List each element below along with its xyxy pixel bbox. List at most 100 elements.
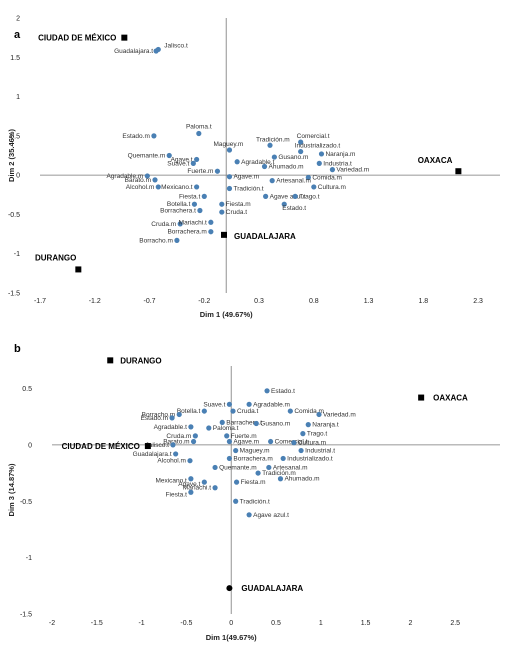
city-marker bbox=[221, 231, 227, 238]
panel-letter: a bbox=[14, 29, 21, 41]
y-tick-label: 2 bbox=[16, 16, 20, 23]
data-point-label: Comercial.t bbox=[297, 133, 330, 140]
data-point bbox=[298, 148, 304, 155]
data-point bbox=[287, 408, 293, 414]
x-tick-label: -1.7 bbox=[34, 298, 46, 305]
data-point-label: Comida.m bbox=[312, 175, 342, 182]
data-point-label: Suave.t bbox=[167, 160, 189, 167]
data-point-label: Cultura.m bbox=[318, 184, 346, 191]
data-point bbox=[226, 147, 233, 153]
data-point-label: Agave azul.t bbox=[270, 193, 306, 200]
data-point-label: Agave.m bbox=[233, 439, 259, 446]
data-point bbox=[253, 420, 259, 427]
city-marker bbox=[144, 443, 151, 450]
data-point bbox=[305, 422, 311, 428]
data-point-label: Borrachera.t bbox=[160, 208, 196, 215]
data-point bbox=[234, 159, 240, 165]
city-label: GUADALAJARA bbox=[234, 232, 296, 241]
data-point bbox=[226, 174, 233, 180]
data-point-label: Maguey.m bbox=[213, 141, 243, 148]
data-point bbox=[174, 237, 180, 243]
y-tick-label: -0.5 bbox=[8, 212, 20, 219]
city-marker bbox=[107, 357, 114, 364]
y-tick-label: 0.5 bbox=[22, 386, 32, 393]
data-point bbox=[255, 470, 261, 476]
data-point bbox=[219, 419, 225, 425]
data-point-label: Maguey.m bbox=[240, 448, 270, 455]
city-marker bbox=[226, 585, 233, 592]
data-point-label: Cruda.t bbox=[226, 209, 248, 216]
data-point-label: Agave.m bbox=[233, 174, 259, 181]
x-tick-label: 1.5 bbox=[361, 620, 371, 627]
data-point bbox=[224, 433, 230, 439]
x-axis-title: Dim 1 (49.67%) bbox=[200, 310, 253, 319]
data-point-label: Jalisco.t bbox=[145, 442, 169, 449]
data-point-label: Agradable.m bbox=[106, 173, 143, 180]
y-tick-label: -1 bbox=[14, 251, 20, 258]
data-point bbox=[191, 201, 198, 207]
data-point-label: Fuerte.m bbox=[187, 168, 213, 175]
x-tick-label: 2.5 bbox=[450, 620, 460, 627]
data-point bbox=[311, 184, 317, 190]
data-point bbox=[271, 154, 277, 160]
data-point-label: Quemante.m bbox=[219, 464, 257, 471]
data-point bbox=[196, 130, 202, 137]
panel-b-scatter: b -2 -1.5 -1 -0.5 0 0.5 1 1.5 2 2.5 0.5 0 -0.5 -1 -1.5 D… bbox=[7, 343, 500, 642]
data-point-label: Industria.t bbox=[323, 160, 352, 167]
x-tick-label: 2.3 bbox=[473, 298, 483, 305]
data-point bbox=[173, 451, 179, 457]
data-point bbox=[261, 163, 268, 170]
data-point-label: Estado.m bbox=[141, 415, 168, 422]
x-tick-label: -1 bbox=[138, 620, 144, 627]
x-tick-label: 0.3 bbox=[254, 298, 264, 305]
data-point bbox=[144, 173, 150, 179]
data-point bbox=[152, 177, 158, 183]
data-point-label: Mexicano.t bbox=[161, 184, 193, 191]
y-tick-label: 1.5 bbox=[10, 55, 20, 62]
data-point-label: Trago.t bbox=[307, 431, 328, 438]
data-point bbox=[169, 415, 175, 421]
data-point bbox=[246, 401, 252, 407]
data-point-label: Estado.t bbox=[282, 205, 306, 212]
data-point-label: Alcohol.m bbox=[126, 184, 155, 191]
y-tick-label: 1 bbox=[16, 94, 20, 101]
data-point bbox=[201, 193, 207, 199]
data-point-label: Quemante.m bbox=[128, 153, 166, 160]
data-point-label: Cultura.m bbox=[298, 440, 326, 447]
city-label: DURANGO bbox=[120, 356, 161, 365]
data-point-label: Botella.t bbox=[177, 408, 201, 415]
city-label: GUADALAJARA bbox=[241, 584, 303, 593]
x-tick-label: 0.5 bbox=[271, 620, 281, 627]
data-point bbox=[233, 498, 239, 504]
y-tick-label: 0.5 bbox=[10, 133, 20, 140]
data-point-label: Barato.m bbox=[163, 439, 189, 446]
data-point-label: Fiesta.t bbox=[166, 491, 188, 498]
data-point-label: Tradición.m bbox=[256, 136, 290, 143]
data-point bbox=[176, 411, 182, 418]
y-tick-label: -1 bbox=[26, 555, 32, 562]
data-point bbox=[264, 388, 270, 394]
data-point-label: Fiesta.t bbox=[179, 193, 201, 200]
data-point-label: Tradición.m bbox=[262, 470, 296, 477]
data-point-label: Alcohol.m bbox=[157, 458, 186, 465]
x-tick-label: 1.3 bbox=[364, 298, 374, 305]
city-marker bbox=[418, 394, 425, 401]
data-point bbox=[226, 438, 233, 445]
data-point bbox=[188, 489, 194, 495]
x-tick-label: -0.7 bbox=[143, 298, 155, 305]
data-point bbox=[206, 425, 212, 431]
data-point-label: Guadalajara.t bbox=[114, 48, 153, 55]
city-marker bbox=[75, 266, 82, 273]
data-point bbox=[233, 479, 240, 485]
x-tick-label: -0.5 bbox=[180, 620, 192, 627]
data-point-label: Cruda.m bbox=[166, 433, 191, 440]
city-label: CIUDAD DE MÉXICO bbox=[38, 34, 116, 43]
data-point bbox=[194, 184, 200, 190]
data-point bbox=[208, 219, 214, 225]
data-point-label: Paloma.t bbox=[213, 425, 239, 432]
x-tick-label: 1 bbox=[319, 620, 323, 627]
city-marker bbox=[121, 34, 128, 41]
data-point-label: Borrachera.m bbox=[167, 229, 206, 236]
data-point-label: Agave azul.t bbox=[253, 512, 289, 519]
